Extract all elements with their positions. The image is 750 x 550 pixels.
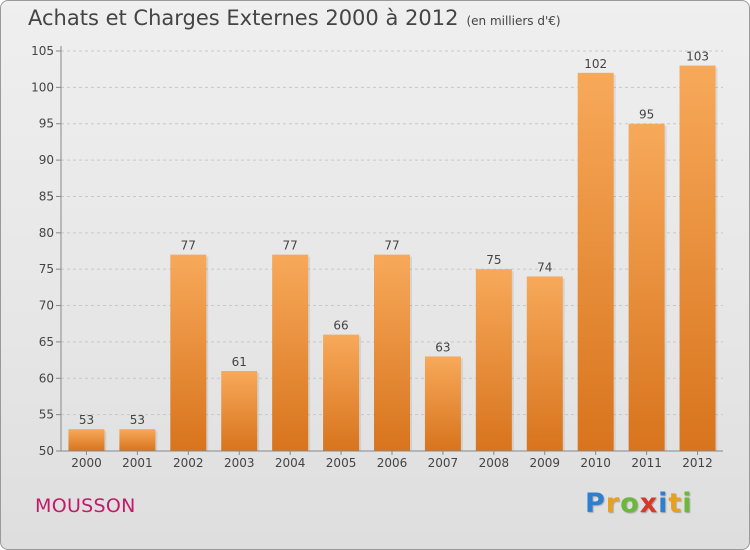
y-tick-label: 80 (39, 226, 54, 240)
chart-title-text: Achats et Charges Externes 2000 à 2012 (28, 6, 459, 30)
logo-letter: t (668, 488, 683, 519)
bar-2011 (628, 123, 665, 452)
bar-2007 (424, 356, 461, 451)
y-tick-label: 60 (39, 371, 54, 385)
logo-letter: i (658, 488, 669, 519)
y-tick-label: 55 (39, 408, 54, 422)
commune-name: MOUSSON (35, 495, 136, 517)
chart-subtitle: (en milliers d'€) (466, 14, 561, 28)
bar-value-label: 61 (232, 355, 247, 369)
chart-title: Achats et Charges Externes 2000 à 2012 (e… (28, 6, 561, 30)
bar-2012 (679, 65, 716, 451)
bar-value-label: 53 (130, 413, 145, 427)
y-tick-label: 100 (31, 80, 54, 94)
y-tick-label: 90 (39, 153, 54, 167)
bar-value-label: 53 (79, 413, 94, 427)
bar-2008 (475, 269, 512, 451)
bar-value-label: 77 (181, 239, 196, 253)
x-tick-label: 2002 (173, 456, 204, 470)
axis-layer: 50 55 60 65 70 75 80 85 90 95 100 105 2000 2001 2002 20… (31, 44, 723, 470)
bar-2009 (526, 276, 563, 451)
x-tick-label: 2012 (682, 456, 713, 470)
bar-2005 (323, 334, 360, 451)
y-tick-label: 65 (39, 335, 54, 349)
y-tick-label: 75 (39, 262, 54, 276)
bar-value-label: 77 (384, 239, 399, 253)
logo-letter: x (639, 488, 659, 519)
y-tick-label: 85 (39, 189, 54, 203)
bar-value-label: 103 (686, 50, 709, 64)
x-tick-label: 2010 (580, 456, 611, 470)
proxiti-logo[interactable]: Proxiti (585, 488, 693, 519)
bar-2004 (272, 254, 309, 451)
x-tick-label: 2011 (631, 456, 662, 470)
bar-2010 (577, 72, 614, 452)
bar-2001 (119, 429, 156, 451)
x-tick-label: 2003 (224, 456, 255, 470)
bar-value-label: 77 (283, 239, 298, 253)
logo-letter: P (585, 488, 606, 519)
bar-value-label: 95 (639, 108, 654, 122)
x-tick-label: 2005 (326, 456, 357, 470)
bar-value-label: 66 (333, 319, 348, 333)
y-tick-label: 95 (39, 117, 54, 131)
bar-2000 (68, 429, 105, 451)
x-tick-label: 2006 (377, 456, 408, 470)
y-tick-label: 50 (39, 444, 54, 458)
bar-2003 (221, 371, 258, 451)
bar-value-label: 63 (435, 340, 450, 354)
logo-letter: i (682, 488, 693, 519)
y-tick-label: 70 (39, 299, 54, 313)
bar-value-label: 74 (537, 260, 552, 274)
bar-2002 (170, 254, 207, 451)
x-tick-label: 2000 (71, 456, 102, 470)
bar-value-label: 75 (486, 253, 501, 267)
x-tick-label: 2007 (428, 456, 459, 470)
x-tick-label: 2008 (479, 456, 510, 470)
bar-2006 (374, 254, 410, 451)
bar-value-label: 102 (584, 57, 607, 71)
logo-letter: o (620, 488, 640, 519)
x-tick-label: 2009 (529, 456, 560, 470)
bar-layer: 53 53 77 61 77 66 77 63 75 74 102 95 103 (68, 50, 718, 452)
x-tick-label: 2001 (122, 456, 153, 470)
y-tick-label: 105 (31, 44, 54, 58)
logo-letter: r (605, 488, 621, 519)
x-tick-label: 2004 (275, 456, 306, 470)
